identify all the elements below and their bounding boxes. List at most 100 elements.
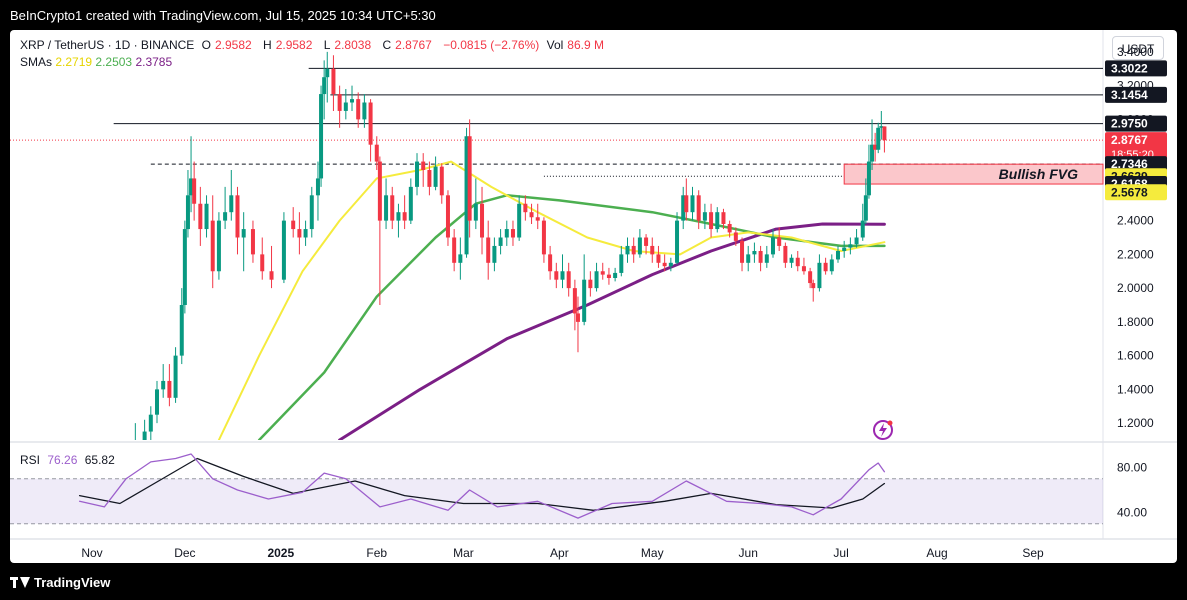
sma-slow-line <box>338 222 886 440</box>
low-value: 2.8038 <box>334 38 372 52</box>
candle-body <box>876 127 881 150</box>
candle-body <box>445 195 450 238</box>
volume-value: 86.9 M <box>567 38 604 52</box>
tradingview-logo[interactable]: TradingView <box>10 575 110 590</box>
candle-body <box>690 195 695 213</box>
sma-slow-value: 2.3785 <box>135 55 173 69</box>
rsi-value: 76.26 <box>47 453 78 467</box>
x-tick-label: 2025 <box>267 546 294 560</box>
candle-body <box>204 203 209 230</box>
rsi-legend[interactable]: RSI 76.26 65.82 <box>20 453 115 467</box>
candle-body <box>801 266 806 272</box>
candle-body <box>572 288 577 314</box>
top-bar: BeInCrypto1 created with TradingView.com… <box>0 0 1187 30</box>
candle-body <box>167 380 172 398</box>
y-tick-label: 3.4000 <box>1117 45 1154 59</box>
candle-body <box>866 161 871 196</box>
candle-body <box>835 251 840 260</box>
price-label-box <box>1105 132 1167 163</box>
y-tick-label: 1.2000 <box>1117 416 1154 430</box>
x-tick-label: Sep <box>1022 546 1044 560</box>
candle-body <box>486 237 491 263</box>
price-label-box <box>1105 115 1167 132</box>
price-label-box <box>1105 156 1167 173</box>
sma-fast-line <box>217 160 886 440</box>
candle-body <box>439 166 444 196</box>
fvg-zone <box>843 163 1104 185</box>
candle-body <box>554 271 559 280</box>
candle-body <box>142 431 147 440</box>
candle-body <box>860 220 865 238</box>
y-tick-label: 1.8000 <box>1117 315 1154 329</box>
price-label-text: 2.5678 <box>1111 185 1148 199</box>
price-label-text: 3.1454 <box>1111 88 1148 102</box>
candle-body <box>613 272 618 278</box>
x-tick-label: Apr <box>550 546 569 560</box>
lightning-icon <box>879 423 887 437</box>
symbol-name[interactable]: XRP / TetherUS · 1D · BINANCE <box>20 38 195 52</box>
candle-body <box>702 212 707 221</box>
close-label: C <box>382 38 392 52</box>
candle-body <box>740 240 745 263</box>
candle-body <box>185 195 190 230</box>
candle-body <box>189 178 194 196</box>
candle-body <box>384 195 389 221</box>
candle-body <box>504 229 509 238</box>
candle-body <box>331 68 336 95</box>
volume-label: Vol <box>546 38 564 52</box>
candle-body <box>161 380 166 390</box>
candle-body <box>179 305 184 356</box>
x-tick-label: Jul <box>833 546 848 560</box>
candle-body <box>541 220 546 255</box>
price-label-text: 2.8767 <box>1111 133 1148 147</box>
candle-body <box>696 195 701 221</box>
sma-mid-value: 2.2503 <box>95 55 133 69</box>
candle-body <box>415 161 420 187</box>
rsi-band <box>10 478 1103 524</box>
candle-body <box>548 254 553 272</box>
price-label-text: 2.7346 <box>1111 157 1148 171</box>
chart-canvas[interactable]: 1.2000 1.4000 1.6000 1.8000 2.0000 2.2000 2.40… <box>10 30 1177 563</box>
rsi-ma-line <box>78 457 886 511</box>
price-label-text: 2.9750 <box>1111 117 1148 131</box>
candle-body <box>269 271 274 280</box>
candle-body <box>594 271 599 289</box>
open-value: 2.9582 <box>214 38 252 52</box>
candle-body <box>235 195 240 238</box>
candle-body <box>777 237 782 246</box>
candle-body <box>396 212 401 221</box>
candle-body <box>727 224 732 233</box>
candle-body <box>733 232 738 241</box>
candle-body <box>863 195 868 221</box>
y-tick-label: 2.4000 <box>1117 214 1154 228</box>
candle-body <box>566 271 571 289</box>
y-tick-label: 2.0000 <box>1117 281 1154 295</box>
high-label: H <box>263 38 272 52</box>
candle-body <box>309 195 314 230</box>
candle-body <box>192 178 197 204</box>
candle-body <box>606 274 611 278</box>
sma-legend[interactable]: SMAs 2.2719 2.2503 2.3785 <box>20 55 172 69</box>
candle-body <box>315 178 320 196</box>
candle-body <box>223 212 228 221</box>
currency-button[interactable]: USDT <box>1112 36 1164 60</box>
candle-body <box>377 161 382 221</box>
candle-body <box>229 195 234 213</box>
price-label-box <box>1105 86 1167 103</box>
candle-body <box>600 271 605 275</box>
candle-body <box>588 279 593 289</box>
x-tick-label: Mar <box>453 546 474 560</box>
rsi-ma-value: 65.82 <box>84 453 115 467</box>
candle-body <box>823 262 828 272</box>
candle-body <box>216 220 221 272</box>
candle-body <box>721 212 726 224</box>
fvg-label: Bullish FVG <box>999 166 1078 182</box>
candle-body <box>709 212 714 230</box>
chart-panel[interactable]: 1.2000 1.4000 1.6000 1.8000 2.0000 2.2000 2.40… <box>10 30 1177 563</box>
chart-credit: BeInCrypto1 created with TradingView.com… <box>10 8 436 23</box>
candle-body <box>173 355 178 398</box>
sma-label: SMAs <box>20 55 53 69</box>
tradingview-logo-text: TradingView <box>34 575 111 590</box>
candle-body <box>182 229 187 305</box>
